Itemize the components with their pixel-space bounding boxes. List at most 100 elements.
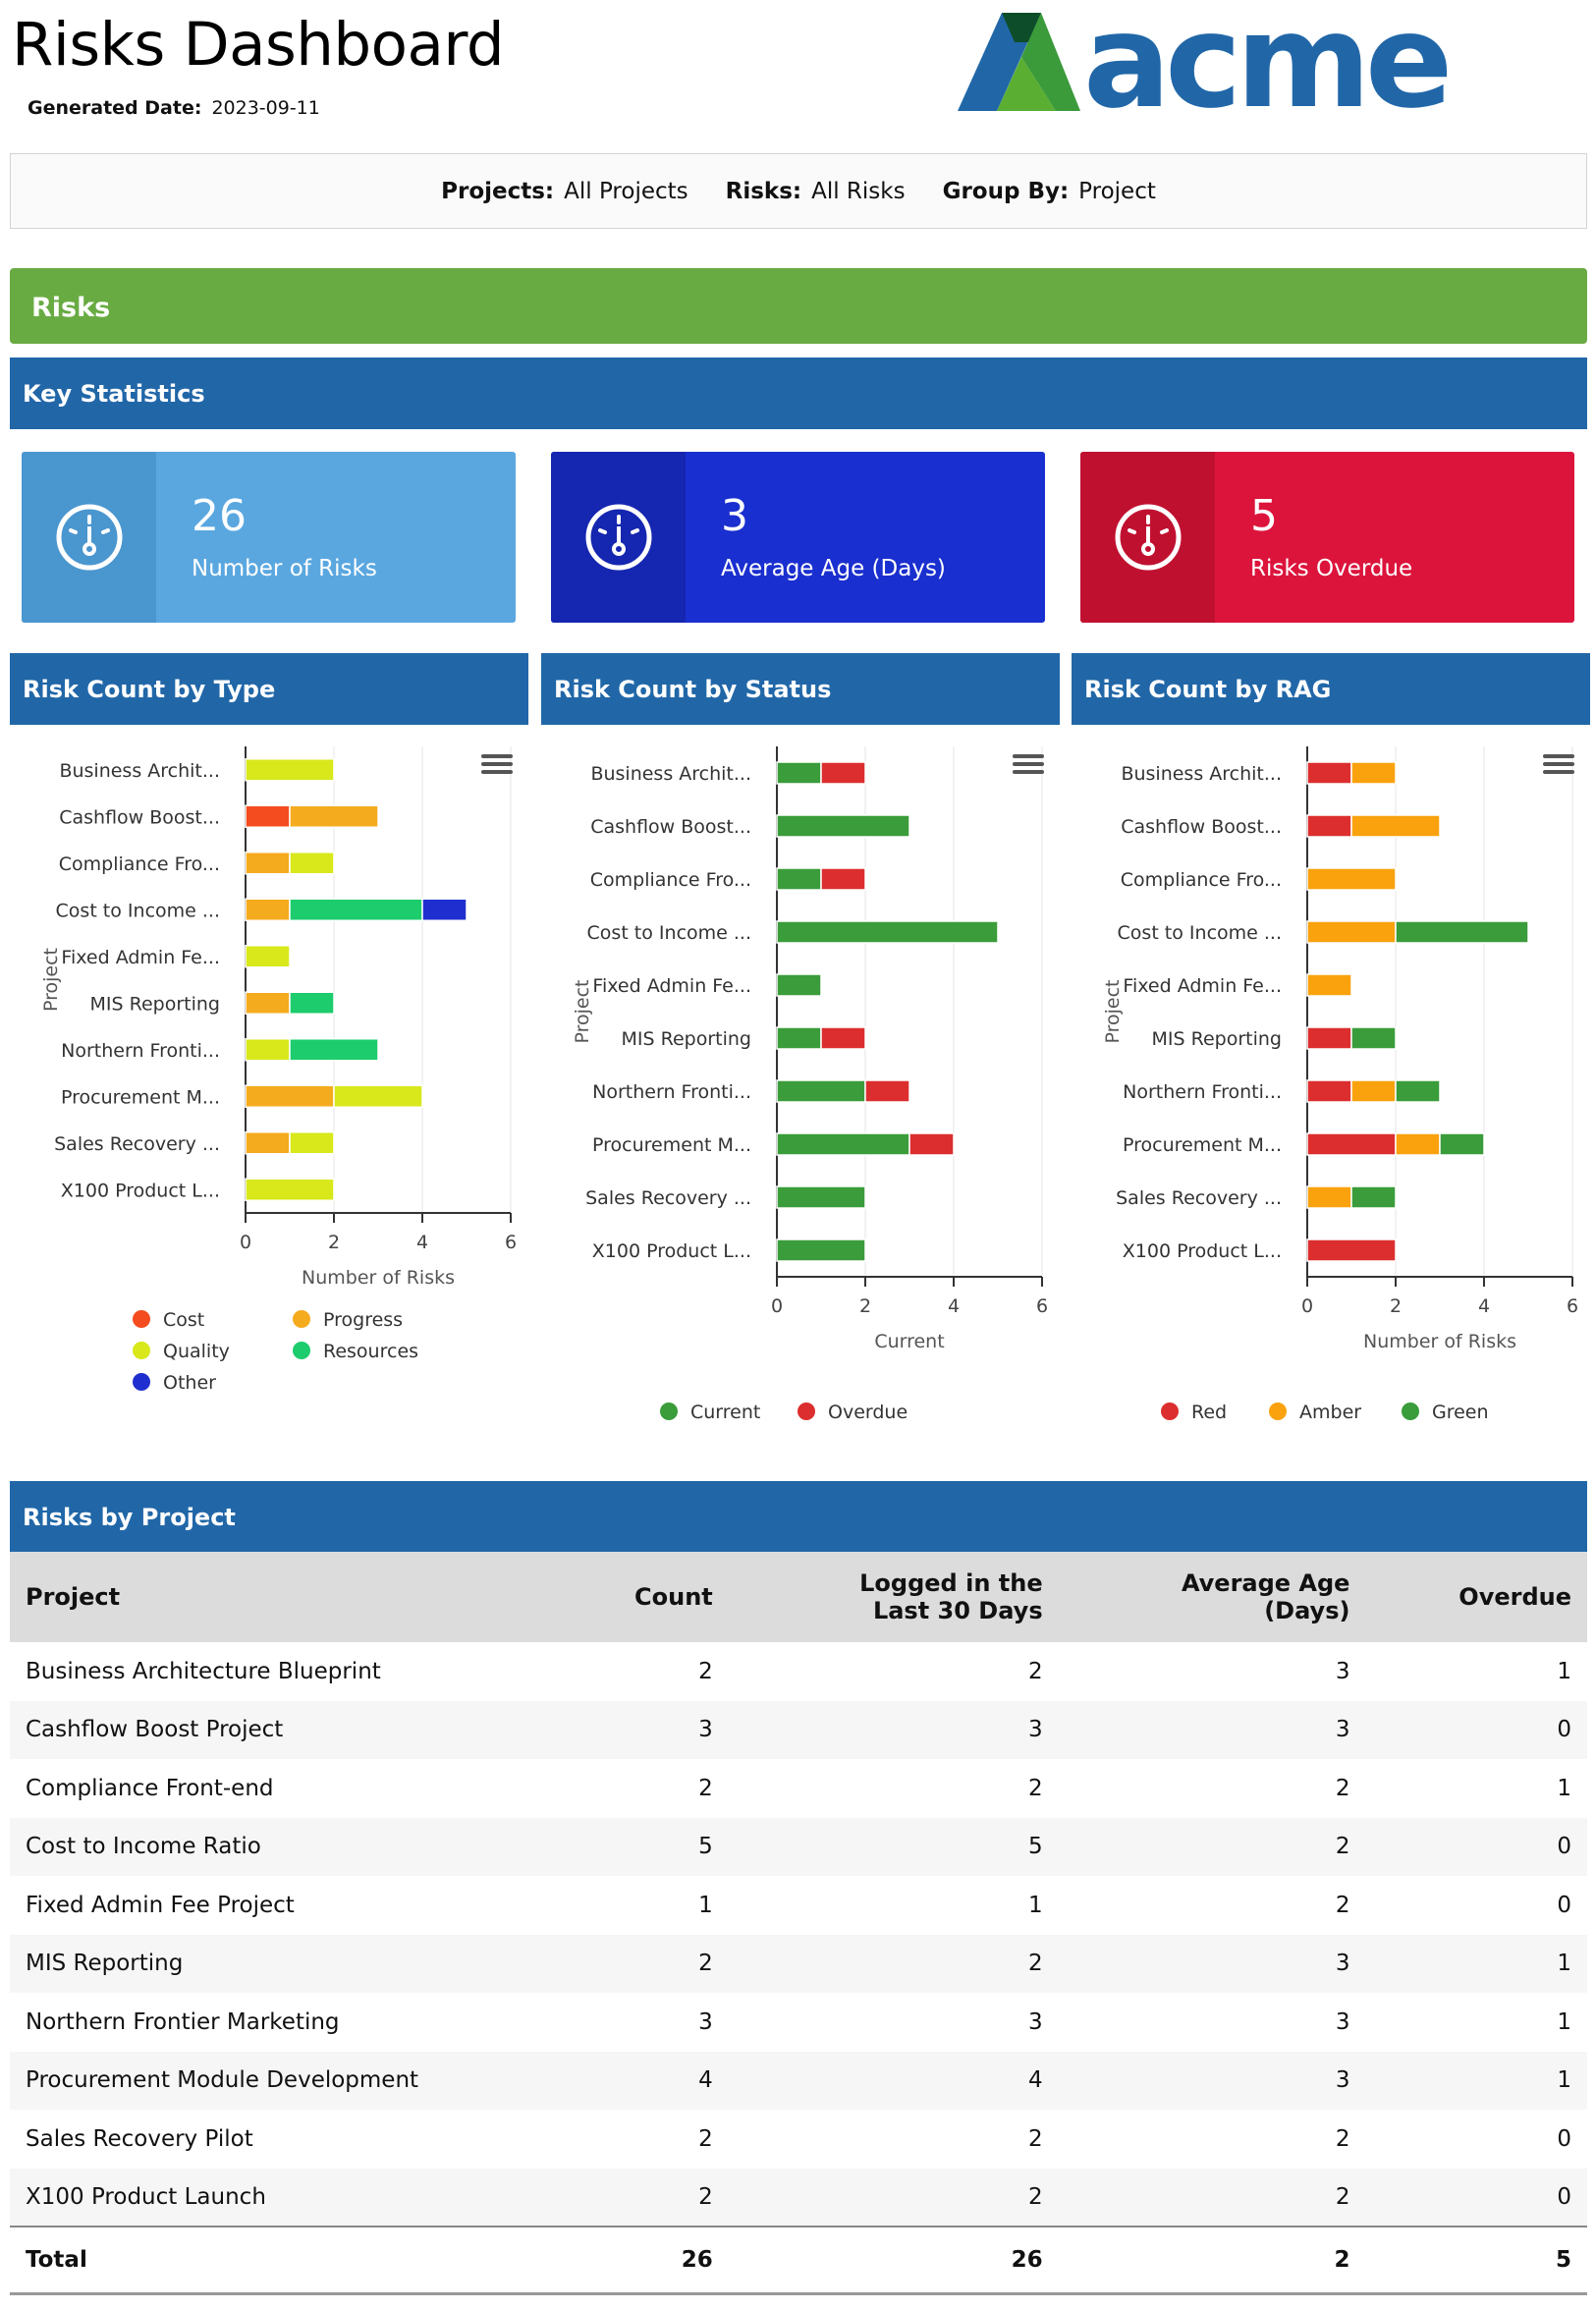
bar-green[interactable] [1395, 1079, 1441, 1103]
bar-current[interactable] [776, 920, 999, 944]
column-header[interactable]: Logged in the Last 30 Days [728, 1552, 1059, 1642]
bar-red[interactable] [1306, 1079, 1352, 1103]
legend-label[interactable]: Overdue [828, 1402, 908, 1423]
kpi-label: Risks Overdue [1250, 556, 1413, 581]
bar-amber[interactable] [1306, 920, 1397, 944]
bar-amber[interactable] [1350, 761, 1397, 785]
column-header[interactable]: Average Age (Days) [1058, 1552, 1366, 1642]
chart-menu-icon[interactable] [1543, 754, 1574, 758]
bar-other[interactable] [421, 898, 468, 921]
bar-green[interactable] [1395, 920, 1529, 944]
x-tick-label: 6 [1567, 1295, 1578, 1317]
bar-current[interactable] [776, 1132, 910, 1156]
y-tick-label: Cashflow Boost... [59, 806, 220, 828]
bar-progress[interactable] [245, 1084, 335, 1108]
bar-quality[interactable] [289, 852, 335, 875]
y-tick-label: MIS Reporting [1152, 1028, 1282, 1050]
chart-menu-icon[interactable] [481, 762, 513, 766]
bar-green[interactable] [1350, 1026, 1397, 1050]
bar-quality[interactable] [245, 945, 291, 968]
column-header[interactable]: Count [560, 1552, 729, 1642]
legend-label[interactable]: Current [690, 1402, 760, 1423]
bar-resources[interactable] [289, 1038, 379, 1062]
bar-amber[interactable] [1306, 867, 1397, 891]
bar-current[interactable] [776, 1185, 866, 1209]
table-cell: 2 [728, 1934, 1059, 1993]
bar-overdue[interactable] [908, 1132, 955, 1156]
chart-menu-icon[interactable] [1543, 762, 1574, 766]
bar-resources[interactable] [289, 898, 423, 921]
bar-red[interactable] [1306, 1238, 1397, 1262]
risks-banner: Risks [10, 268, 1587, 344]
filter-risks[interactable]: Risks: All Risks [725, 178, 906, 204]
bar-amber[interactable] [1306, 973, 1352, 997]
bar-current[interactable] [776, 761, 822, 785]
column-header[interactable]: Overdue [1365, 1552, 1587, 1642]
bar-quality[interactable] [245, 1178, 335, 1201]
legend-marker[interactable] [1269, 1402, 1287, 1420]
bar-amber[interactable] [1350, 814, 1441, 838]
bar-current[interactable] [776, 1079, 866, 1103]
bar-progress[interactable] [245, 898, 291, 921]
legend-label[interactable]: Quality [163, 1341, 230, 1362]
legend-label[interactable]: Progress [323, 1309, 403, 1331]
table-cell: 3 [560, 1700, 729, 1759]
bar-overdue[interactable] [820, 1026, 866, 1050]
bar-progress[interactable] [245, 1131, 291, 1155]
bar-green[interactable] [1439, 1132, 1485, 1156]
y-tick-label: Sales Recovery ... [585, 1187, 751, 1209]
legend-marker[interactable] [133, 1342, 150, 1359]
bar-progress[interactable] [245, 852, 291, 875]
bar-resources[interactable] [289, 991, 335, 1015]
legend-marker[interactable] [133, 1310, 150, 1328]
bar-current[interactable] [776, 867, 822, 891]
bar-progress[interactable] [289, 804, 379, 828]
bar-progress[interactable] [245, 991, 291, 1015]
bar-current[interactable] [776, 973, 822, 997]
bar-amber[interactable] [1306, 1185, 1352, 1209]
filter-group-by[interactable]: Group By: Project [942, 178, 1156, 204]
bar-amber[interactable] [1395, 1132, 1441, 1156]
legend-marker[interactable] [133, 1373, 150, 1391]
bar-cost[interactable] [245, 804, 291, 828]
bar-red[interactable] [1306, 1026, 1352, 1050]
legend-marker[interactable] [798, 1402, 815, 1420]
chart-menu-icon[interactable] [481, 770, 513, 774]
bar-amber[interactable] [1350, 1079, 1397, 1103]
legend-label[interactable]: Amber [1299, 1402, 1361, 1423]
bar-overdue[interactable] [864, 1079, 910, 1103]
bar-green[interactable] [1350, 1185, 1397, 1209]
bar-current[interactable] [776, 1026, 822, 1050]
legend-label[interactable]: Red [1191, 1402, 1227, 1423]
bar-overdue[interactable] [820, 867, 866, 891]
chart-menu-icon[interactable] [1013, 762, 1044, 766]
column-header[interactable]: Project [10, 1552, 560, 1642]
legend-marker[interactable] [1161, 1402, 1179, 1420]
filter-projects[interactable]: Projects: All Projects [441, 178, 688, 204]
y-tick-label: Sales Recovery ... [54, 1133, 220, 1155]
bar-quality[interactable] [289, 1131, 335, 1155]
legend-label[interactable]: Cost [163, 1309, 204, 1331]
bar-red[interactable] [1306, 761, 1352, 785]
legend-marker[interactable] [660, 1402, 678, 1420]
x-axis-label: Number of Risks [1363, 1331, 1516, 1352]
bar-quality[interactable] [245, 1038, 291, 1062]
bar-current[interactable] [776, 814, 910, 838]
bar-quality[interactable] [245, 758, 335, 782]
bar-red[interactable] [1306, 814, 1352, 838]
bar-quality[interactable] [333, 1084, 423, 1108]
bar-red[interactable] [1306, 1132, 1397, 1156]
legend-label[interactable]: Other [163, 1372, 216, 1394]
legend-marker[interactable] [1402, 1402, 1419, 1420]
chart-menu-icon[interactable] [1543, 770, 1574, 774]
legend-marker[interactable] [293, 1342, 310, 1359]
bar-overdue[interactable] [820, 761, 866, 785]
legend-marker[interactable] [293, 1310, 310, 1328]
chart-menu-icon[interactable] [481, 754, 513, 758]
legend-label[interactable]: Green [1432, 1402, 1489, 1423]
legend-label[interactable]: Resources [323, 1341, 418, 1362]
chart-menu-icon[interactable] [1013, 754, 1044, 758]
bar-current[interactable] [776, 1238, 866, 1262]
table-cell: 3 [1027, 2008, 1043, 2035]
chart-menu-icon[interactable] [1013, 770, 1044, 774]
